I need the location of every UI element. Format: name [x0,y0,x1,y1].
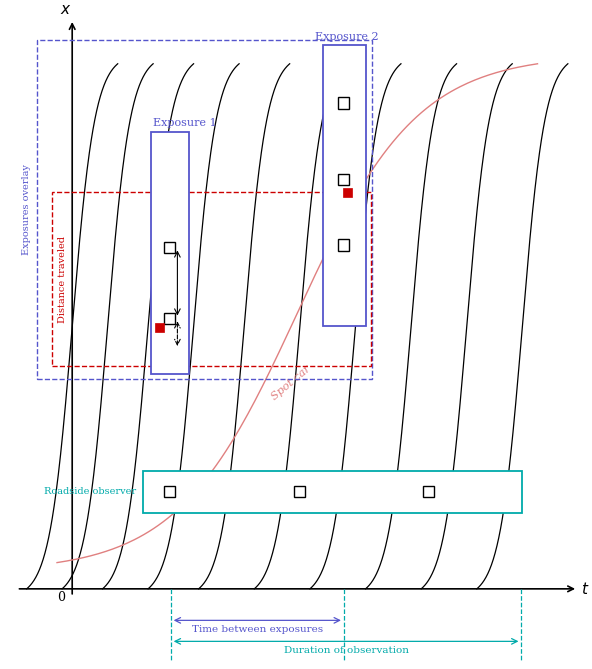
Bar [164,486,175,498]
Text: $x$: $x$ [60,3,72,17]
Bar [37,40,372,379]
Bar [52,193,371,366]
Text: Clearance: Clearance [181,312,188,355]
Text: Roadside observer: Roadside observer [44,487,137,496]
Text: 0: 0 [57,591,65,605]
Bar [164,312,175,324]
Text: Duration of observation: Duration of observation [284,646,408,654]
Bar [164,242,175,254]
Text: Exposures overlay: Exposures overlay [22,164,31,255]
Text: Car length: Car length [181,260,188,306]
Text: $t$: $t$ [581,581,589,597]
Bar [338,239,349,251]
Bar [323,45,365,326]
Text: Distance traveled: Distance traveled [58,235,67,322]
Bar [338,98,349,109]
Bar [343,188,352,197]
Text: Time between exposures: Time between exposures [192,625,323,634]
Text: Exposure 2: Exposure 2 [315,31,379,41]
Bar [155,322,164,332]
Bar [150,132,188,373]
Bar [143,471,522,512]
Bar [294,486,305,498]
Text: Exposure 1: Exposure 1 [153,118,217,128]
Bar [338,173,349,185]
Text: Spot car: Spot car [269,363,313,402]
Bar [423,486,435,498]
